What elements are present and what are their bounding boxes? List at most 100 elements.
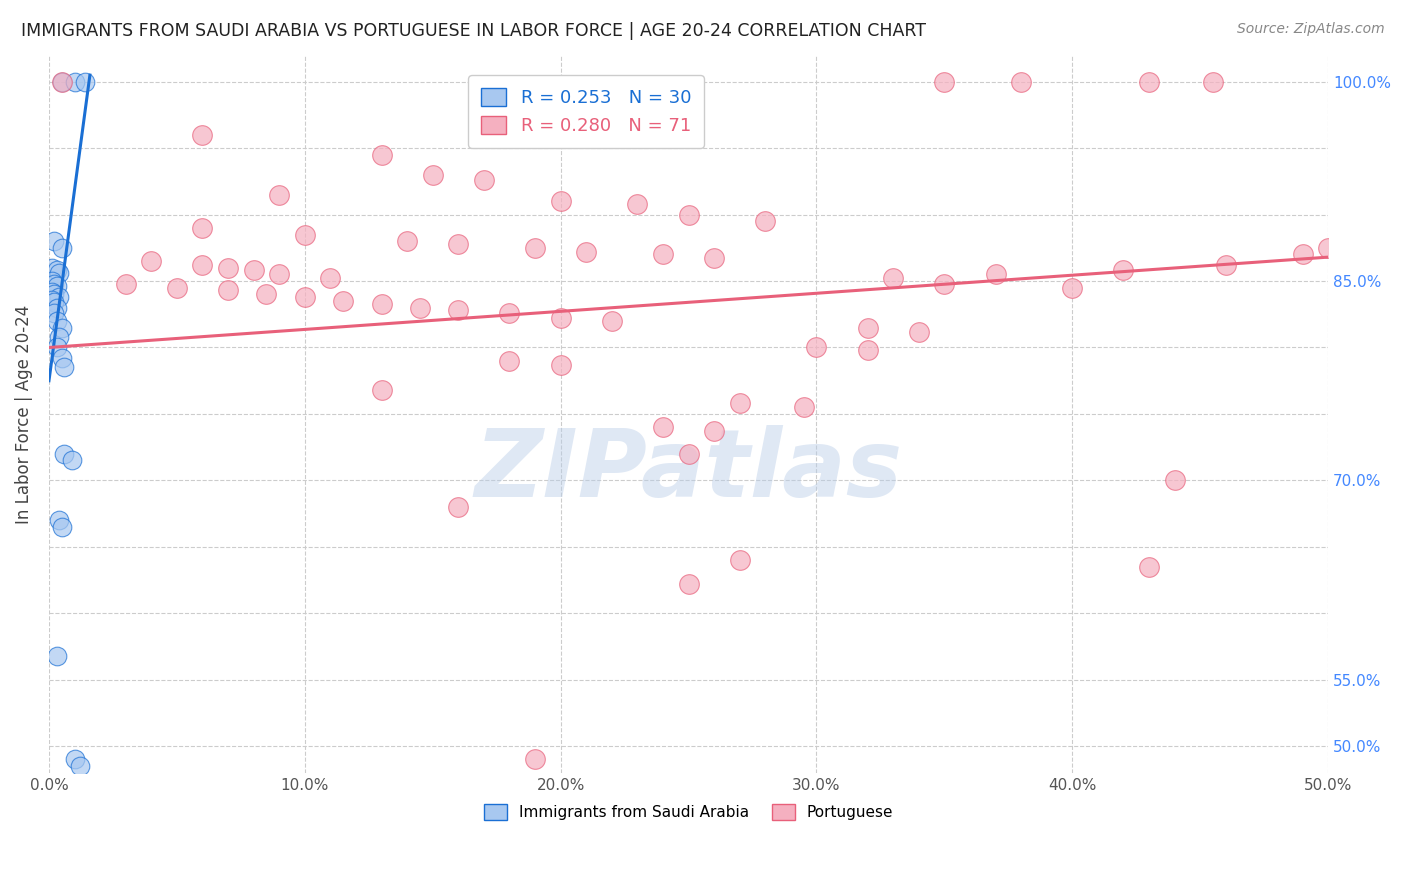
Point xyxy=(51,320,73,334)
Point xyxy=(1112,263,1135,277)
Point xyxy=(550,358,572,372)
Point xyxy=(319,271,342,285)
Point xyxy=(191,220,214,235)
Point xyxy=(396,234,419,248)
Point xyxy=(550,194,572,209)
Point xyxy=(370,383,392,397)
Point xyxy=(984,268,1007,282)
Point xyxy=(332,293,354,308)
Point xyxy=(191,258,214,272)
Point xyxy=(678,447,700,461)
Text: IMMIGRANTS FROM SAUDI ARABIA VS PORTUGUESE IN LABOR FORCE | AGE 20-24 CORRELATIO: IMMIGRANTS FROM SAUDI ARABIA VS PORTUGUE… xyxy=(21,22,927,40)
Point xyxy=(498,306,520,320)
Point xyxy=(114,277,136,291)
Point xyxy=(42,295,65,310)
Point xyxy=(48,330,70,344)
Point xyxy=(550,311,572,326)
Point xyxy=(63,752,86,766)
Point xyxy=(856,320,879,334)
Point xyxy=(51,75,73,89)
Point xyxy=(42,306,65,320)
Point xyxy=(45,279,67,293)
Point xyxy=(447,500,470,514)
Point xyxy=(1202,75,1225,89)
Point xyxy=(69,759,91,773)
Point xyxy=(678,577,700,591)
Point xyxy=(242,263,264,277)
Point xyxy=(1215,258,1237,272)
Point xyxy=(447,236,470,251)
Point xyxy=(472,173,495,187)
Point xyxy=(254,287,277,301)
Point xyxy=(652,420,675,434)
Point xyxy=(728,553,751,567)
Point xyxy=(53,360,76,375)
Point xyxy=(51,241,73,255)
Point xyxy=(1163,474,1185,488)
Point xyxy=(370,148,392,162)
Point xyxy=(524,241,547,255)
Point xyxy=(1010,75,1032,89)
Point xyxy=(422,168,444,182)
Point xyxy=(141,254,163,268)
Point xyxy=(703,252,725,266)
Point xyxy=(41,285,63,299)
Point xyxy=(51,351,73,365)
Point xyxy=(42,277,65,291)
Point xyxy=(370,296,392,310)
Point xyxy=(806,341,828,355)
Point xyxy=(409,301,432,315)
Point xyxy=(728,396,751,410)
Point xyxy=(678,208,700,222)
Point xyxy=(652,247,675,261)
Point xyxy=(45,301,67,315)
Point xyxy=(882,271,904,285)
Point xyxy=(269,187,291,202)
Point xyxy=(754,214,776,228)
Point xyxy=(41,293,63,307)
Point xyxy=(575,244,598,259)
Point xyxy=(191,128,214,142)
Point xyxy=(626,197,648,211)
Point xyxy=(856,343,879,358)
Point xyxy=(51,520,73,534)
Point xyxy=(524,752,547,766)
Point xyxy=(294,227,316,242)
Point xyxy=(703,424,725,438)
Point xyxy=(1137,559,1160,574)
Point xyxy=(907,325,929,339)
Point xyxy=(45,263,67,277)
Y-axis label: In Labor Force | Age 20-24: In Labor Force | Age 20-24 xyxy=(15,304,32,524)
Point xyxy=(51,75,73,89)
Point xyxy=(294,290,316,304)
Point xyxy=(45,314,67,328)
Point xyxy=(48,266,70,280)
Point xyxy=(53,447,76,461)
Text: ZIPatlas: ZIPatlas xyxy=(474,425,903,517)
Point xyxy=(63,75,86,89)
Point xyxy=(498,353,520,368)
Point xyxy=(41,274,63,288)
Point xyxy=(42,234,65,248)
Point xyxy=(1062,281,1084,295)
Point xyxy=(42,287,65,301)
Point xyxy=(1291,247,1313,261)
Point xyxy=(48,290,70,304)
Text: Source: ZipAtlas.com: Source: ZipAtlas.com xyxy=(1237,22,1385,37)
Point xyxy=(73,75,96,89)
Point xyxy=(934,277,956,291)
Point xyxy=(447,303,470,318)
Point xyxy=(166,281,188,295)
Point xyxy=(41,260,63,275)
Point xyxy=(1137,75,1160,89)
Point xyxy=(269,268,291,282)
Point xyxy=(60,453,83,467)
Point xyxy=(45,648,67,663)
Legend: Immigrants from Saudi Arabia, Portuguese: Immigrants from Saudi Arabia, Portuguese xyxy=(478,797,900,826)
Point xyxy=(600,314,623,328)
Point xyxy=(48,513,70,527)
Point xyxy=(1317,241,1340,255)
Point xyxy=(45,341,67,355)
Point xyxy=(934,75,956,89)
Point xyxy=(793,401,815,415)
